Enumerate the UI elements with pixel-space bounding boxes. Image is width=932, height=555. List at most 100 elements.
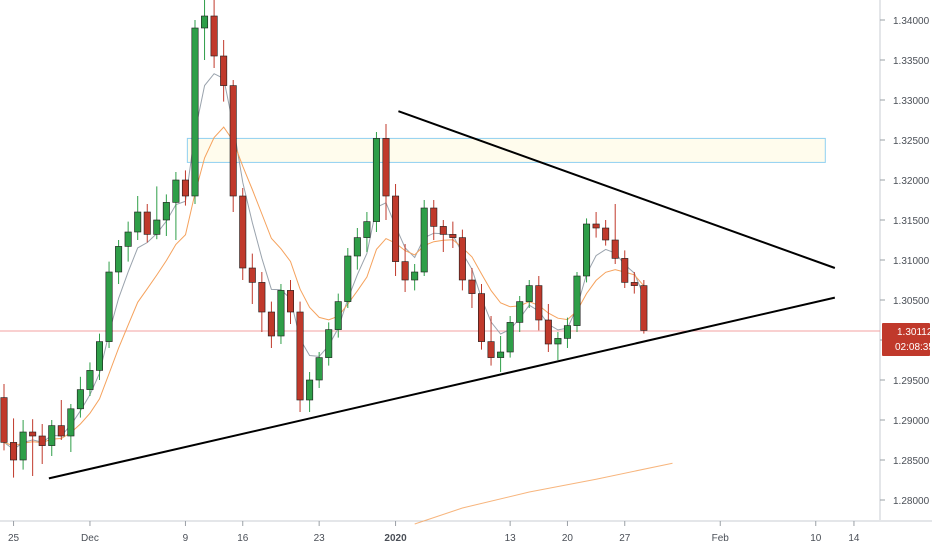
candle-body xyxy=(592,223,600,229)
candle xyxy=(554,332,562,360)
candle xyxy=(583,218,591,283)
candle xyxy=(296,301,304,412)
candle xyxy=(487,316,495,366)
candle xyxy=(38,424,46,464)
candle-body xyxy=(115,246,123,273)
candle-body xyxy=(372,138,380,222)
x-tick-label: 13 xyxy=(505,533,517,544)
candle xyxy=(143,204,151,243)
x-tick-label: 20 xyxy=(562,533,574,544)
lower-trendline xyxy=(48,296,836,480)
candle xyxy=(477,284,485,350)
ma-slow-line xyxy=(3,126,645,447)
candle-body xyxy=(621,258,629,283)
price-label-countdown: 02:08:35 xyxy=(895,342,932,353)
trendline-layer xyxy=(48,110,836,480)
candle xyxy=(0,384,8,451)
x-tick-label: Feb xyxy=(712,533,730,544)
candle xyxy=(544,304,552,352)
candle-body xyxy=(420,207,428,273)
candle-body xyxy=(86,370,94,390)
candle xyxy=(640,280,648,334)
x-tick-label: 27 xyxy=(619,533,631,544)
candle xyxy=(439,220,447,252)
candle-body xyxy=(143,211,151,235)
candle-body xyxy=(544,319,552,345)
candle-body xyxy=(583,223,591,277)
candle xyxy=(153,186,161,240)
candle-body xyxy=(29,431,37,437)
candle xyxy=(506,316,514,358)
candle xyxy=(353,228,361,270)
price-label-value: 1.30112 xyxy=(897,327,932,338)
candle-body xyxy=(382,138,390,197)
candle xyxy=(306,372,314,412)
candle-body xyxy=(602,227,610,241)
candle-body xyxy=(57,425,65,437)
candle xyxy=(267,301,275,348)
ma-long-line xyxy=(414,462,673,525)
candle xyxy=(372,132,380,232)
x-tick-label: 2020 xyxy=(384,533,407,544)
candlestick-series xyxy=(0,0,648,478)
candle-body xyxy=(535,285,543,321)
candle-body xyxy=(640,285,648,331)
y-tick-label: 1.30500 xyxy=(893,296,930,307)
candle xyxy=(57,400,65,440)
y-tick-label: 1.31500 xyxy=(893,216,930,227)
candle xyxy=(248,253,256,304)
candle xyxy=(458,229,466,291)
candle-body xyxy=(0,397,8,443)
candle xyxy=(525,280,533,308)
candle-body xyxy=(353,237,361,257)
candle xyxy=(535,276,543,331)
candle-body xyxy=(306,379,314,401)
candle-body xyxy=(325,329,333,358)
y-tick-label: 1.32000 xyxy=(893,176,930,187)
candle xyxy=(124,221,132,262)
candle-body xyxy=(181,179,189,197)
candle-body xyxy=(296,311,304,401)
candle-body xyxy=(134,211,142,233)
candle xyxy=(258,272,266,332)
candle-body xyxy=(286,290,294,313)
candle-body xyxy=(153,219,161,235)
candle xyxy=(392,184,400,276)
y-tick-label: 1.33000 xyxy=(893,96,930,107)
candle xyxy=(401,244,409,292)
candle xyxy=(201,0,209,60)
y-tick-label: 1.34000 xyxy=(893,16,930,27)
candle-body xyxy=(430,207,438,227)
candle-body xyxy=(48,425,56,446)
y-axis: 1.280001.285001.290001.295001.300001.305… xyxy=(880,16,930,507)
candle-body xyxy=(630,282,638,286)
x-tick-label: 25 xyxy=(8,533,20,544)
candle-body xyxy=(439,226,447,235)
candle-body xyxy=(506,322,514,353)
candle xyxy=(134,196,142,240)
candle xyxy=(602,220,610,246)
candle-body xyxy=(162,202,170,221)
y-tick-label: 1.28000 xyxy=(893,496,930,507)
candle xyxy=(210,0,218,68)
x-tick-label: 10 xyxy=(810,533,822,544)
candle-body xyxy=(248,267,256,283)
candle xyxy=(573,272,581,332)
candle-body xyxy=(210,15,218,57)
candle xyxy=(344,248,352,308)
candle xyxy=(497,336,505,372)
candle xyxy=(430,200,438,240)
candle-body xyxy=(220,55,228,86)
candle xyxy=(363,212,371,252)
candle-body xyxy=(67,408,75,437)
candle-body xyxy=(458,237,466,281)
candle xyxy=(563,317,571,348)
candle-body xyxy=(315,357,323,381)
candle-body xyxy=(38,435,46,446)
candle xyxy=(630,272,638,294)
candle-body xyxy=(516,301,524,323)
candle-body xyxy=(363,221,371,238)
candle xyxy=(10,418,18,478)
y-tick-label: 1.28500 xyxy=(893,456,930,467)
